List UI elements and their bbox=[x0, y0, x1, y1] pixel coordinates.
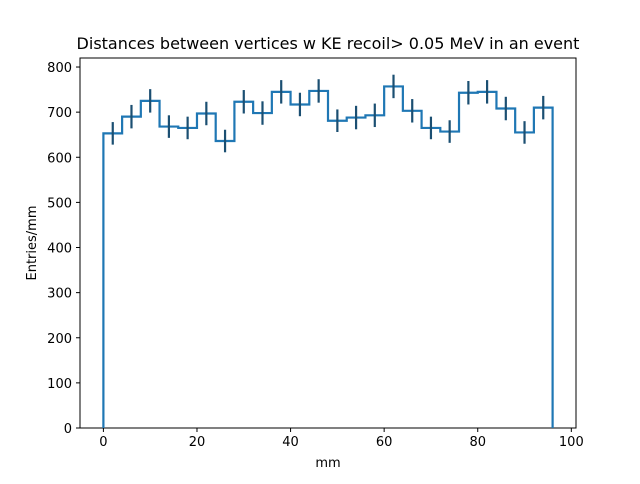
plot-marks bbox=[102, 74, 554, 428]
y-tick-label: 600 bbox=[47, 151, 72, 166]
x-axis-label: mm bbox=[315, 456, 340, 471]
x-tick-label: 0 bbox=[99, 435, 107, 450]
y-tick-label: 100 bbox=[47, 377, 72, 392]
chart-title: Distances between vertices w KE recoil> … bbox=[77, 34, 580, 53]
plot-area-frame bbox=[79, 57, 577, 429]
x-tick-label: 100 bbox=[559, 435, 584, 450]
y-tick-label: 800 bbox=[47, 61, 72, 76]
y-tick-label: 0 bbox=[64, 422, 72, 437]
y-tick-label: 700 bbox=[47, 106, 72, 121]
y-tick-label: 200 bbox=[47, 332, 72, 347]
y-tick-label: 500 bbox=[47, 196, 72, 211]
y-tick-label: 400 bbox=[47, 242, 72, 257]
x-tick-label: 20 bbox=[189, 435, 206, 450]
y-axis-label: Entries/mm bbox=[25, 206, 40, 281]
x-tick-label: 40 bbox=[282, 435, 299, 450]
y-tick-label: 300 bbox=[47, 287, 72, 302]
axis-ticks: 0 20 40 60 80 100 0 100 200 300 400 500 600 700 800 bbox=[47, 61, 584, 450]
histogram-step-line bbox=[102, 85, 554, 428]
x-tick-label: 80 bbox=[469, 435, 486, 450]
x-tick-label: 60 bbox=[376, 435, 393, 450]
